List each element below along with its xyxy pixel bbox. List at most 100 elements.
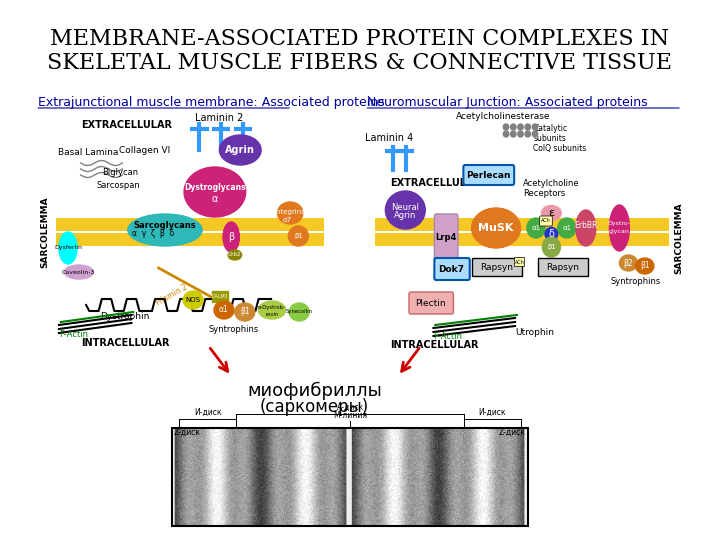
Bar [212, 291, 228, 302]
Ellipse shape [223, 222, 239, 252]
Text: Syntrophins: Syntrophins [209, 325, 258, 334]
Text: ErbBR: ErbBR [574, 220, 598, 230]
Text: α1: α1 [219, 306, 229, 314]
Text: α  γ  ζ  β  δ: α γ ζ β δ [132, 230, 174, 239]
Text: Perlecan: Perlecan [467, 171, 511, 179]
Text: Utrophin: Utrophin [515, 328, 554, 337]
Text: Biglycan: Biglycan [102, 168, 138, 177]
Text: Dystroglycans: Dystroglycans [184, 184, 246, 192]
Ellipse shape [64, 265, 94, 279]
Text: А-диск: А-диск [336, 403, 364, 412]
Text: β1: β1 [640, 261, 649, 271]
Text: F-Actin: F-Actin [59, 330, 88, 339]
Text: β1: β1 [294, 233, 304, 239]
Text: α7: α7 [283, 217, 292, 223]
Text: ACh: ACh [515, 260, 524, 265]
FancyBboxPatch shape [464, 165, 514, 185]
FancyBboxPatch shape [434, 214, 458, 260]
Ellipse shape [183, 291, 203, 309]
Ellipse shape [228, 250, 242, 260]
Text: Sarcospan: Sarcospan [97, 181, 140, 190]
Bar [374, 233, 670, 246]
Text: α: α [212, 194, 218, 204]
FancyBboxPatch shape [539, 216, 552, 226]
Text: glycan: glycan [609, 230, 630, 234]
Text: NOS: NOS [186, 297, 201, 303]
Text: Lrp4: Lrp4 [436, 233, 457, 241]
Text: MEMBRANE-ASSOCIATED PROTEIN COMPLEXES IN: MEMBRANE-ASSOCIATED PROTEIN COMPLEXES IN [50, 28, 670, 50]
Text: revin: revin [266, 312, 279, 316]
Text: Neuromuscular Junction: Associated proteins: Neuromuscular Junction: Associated prote… [367, 96, 648, 109]
Ellipse shape [214, 301, 234, 319]
Bar [172, 428, 528, 526]
Bar [374, 218, 670, 231]
Ellipse shape [277, 202, 303, 224]
Ellipse shape [220, 135, 261, 165]
Circle shape [518, 124, 523, 130]
Text: Collagen VI: Collagen VI [119, 146, 170, 155]
FancyBboxPatch shape [515, 258, 525, 267]
Text: SARCOLEMMA: SARCOLEMMA [41, 196, 50, 268]
Ellipse shape [545, 227, 558, 240]
Ellipse shape [258, 301, 286, 319]
Circle shape [527, 218, 545, 238]
Text: Basal Lamina: Basal Lamina [58, 148, 118, 157]
Text: SARCOLEMMA: SARCOLEMMA [675, 202, 684, 274]
Circle shape [525, 131, 531, 137]
Text: Rapsyn: Rapsyn [480, 262, 513, 272]
Text: INTRACELLULAR: INTRACELLULAR [81, 338, 169, 348]
Text: Catalytic
subunits: Catalytic subunits [534, 124, 567, 144]
Text: Extrajunctional muscle membrane: Associated proteins: Extrajunctional muscle membrane: Associa… [38, 96, 384, 109]
Text: ColQ subunits: ColQ subunits [534, 144, 587, 153]
Circle shape [503, 131, 509, 137]
Ellipse shape [636, 258, 654, 274]
Text: Neural: Neural [392, 202, 419, 212]
Text: Laminin 2: Laminin 2 [195, 113, 243, 123]
Text: MuSK: MuSK [478, 223, 514, 233]
Text: Dok7: Dok7 [438, 265, 464, 273]
Text: Z-диск: Z-диск [174, 428, 201, 437]
Ellipse shape [289, 303, 309, 321]
Ellipse shape [385, 191, 426, 229]
Ellipse shape [619, 255, 637, 271]
Text: β1: β1 [240, 307, 250, 316]
FancyBboxPatch shape [409, 292, 454, 314]
Text: ε: ε [549, 208, 554, 218]
Text: Caveolin-3: Caveolin-3 [62, 269, 96, 274]
Text: Acetylcholine
Receptors: Acetylcholine Receptors [523, 179, 580, 198]
FancyBboxPatch shape [434, 258, 469, 280]
Text: Rapsyn: Rapsyn [546, 262, 579, 272]
Circle shape [525, 124, 531, 130]
Text: δ: δ [549, 229, 554, 239]
Text: Acetylcholinesterase: Acetylcholinesterase [456, 112, 551, 121]
Text: Dystro-: Dystro- [608, 221, 631, 226]
Circle shape [518, 131, 523, 137]
Text: Grb2: Grb2 [228, 253, 242, 258]
Circle shape [532, 131, 538, 137]
Bar [56, 233, 324, 246]
Text: ACh: ACh [541, 219, 551, 224]
Text: Sarcoglycans: Sarcoglycans [134, 220, 197, 230]
Ellipse shape [59, 232, 77, 264]
Text: α1: α1 [531, 225, 541, 231]
Text: М-линия: М-линия [333, 411, 367, 420]
Text: Dysferlin: Dysferlin [54, 246, 82, 251]
Bar [56, 218, 324, 231]
Text: SKELETAL MUSCLE FIBERS & CONNECTIVE TISSUE: SKELETAL MUSCLE FIBERS & CONNECTIVE TISS… [48, 52, 672, 74]
Ellipse shape [184, 167, 246, 217]
Text: Syntrophins: Syntrophins [611, 277, 660, 286]
Text: Z-диск: Z-диск [499, 428, 526, 437]
Circle shape [558, 218, 576, 238]
Ellipse shape [609, 205, 629, 251]
Text: Agrin: Agrin [394, 212, 417, 220]
Text: (саркомеры): (саркомеры) [260, 398, 369, 416]
Text: И-диск: И-диск [194, 408, 222, 417]
Text: β2: β2 [624, 259, 634, 267]
Text: EXTRACELLULAR: EXTRACELLULAR [390, 178, 481, 188]
Circle shape [510, 124, 516, 130]
Bar [472, 258, 522, 276]
Circle shape [532, 124, 538, 130]
Ellipse shape [541, 206, 562, 220]
Text: EXTRACELLULAR: EXTRACELLULAR [81, 120, 171, 130]
Bar [538, 258, 588, 276]
